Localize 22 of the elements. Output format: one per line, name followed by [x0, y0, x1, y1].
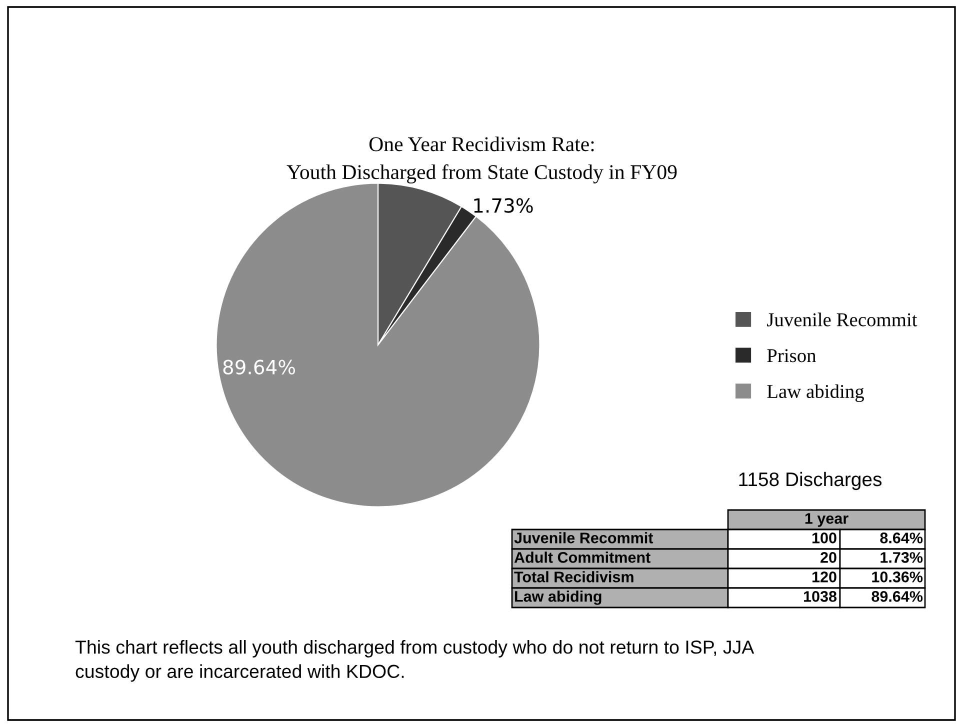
data-label: 1.73%: [474, 198, 533, 213]
text: 100: [812, 532, 836, 544]
text: Adult Commitment: [514, 552, 650, 563]
text: 1158 Discharges: [739, 472, 882, 490]
text: 120: [812, 572, 836, 582]
legend-label: Juvenile Recommit: [767, 312, 918, 326]
text: Law abiding: [515, 590, 602, 605]
chart-title: One Year Recidivism Rate: Youth Discharged from State Custody in FY09: [286, 136, 677, 184]
text: 10.36%: [872, 572, 923, 582]
text: This chart reflects all youth discharged from custody who do not return to ISP, JJA custody or are incarcerated with KDOC.: [75, 640, 754, 682]
text: 20: [820, 552, 836, 563]
legend-label: Prison: [767, 349, 816, 362]
text: Total Recidivism: [514, 571, 634, 582]
text: Juvenile Recommit: [514, 532, 654, 544]
text: 8.64%: [880, 532, 923, 544]
pie-slice: [216, 182, 540, 508]
text: 1 year: [805, 513, 848, 527]
text: 89.64%: [872, 591, 923, 602]
data-label: 89.64%: [223, 360, 296, 374]
text: 1038: [804, 591, 837, 602]
legend-label: Law abiding: [767, 384, 864, 402]
text: 1.73%: [880, 552, 923, 563]
